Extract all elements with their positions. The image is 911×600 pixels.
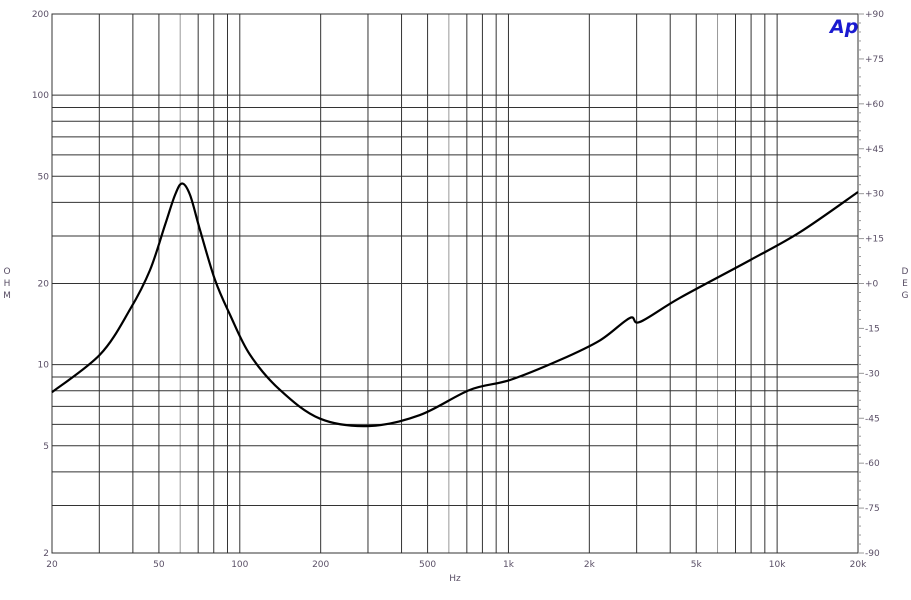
y-tick-label: 100 xyxy=(32,91,49,101)
y2-tick-label: +0 xyxy=(865,280,879,290)
x-tick-label: 1k xyxy=(503,560,515,570)
grid xyxy=(51,13,859,554)
x-tick-label: 20k xyxy=(850,560,867,570)
y-tick-label: 20 xyxy=(38,280,50,290)
y-tick-label: 5 xyxy=(43,442,49,452)
x-tick-label: 20 xyxy=(46,560,58,570)
x-tick-label: 50 xyxy=(153,560,165,570)
y2-tick-label: +45 xyxy=(865,145,884,155)
y2-tick-label: +60 xyxy=(865,100,884,110)
y2-tick-label: +90 xyxy=(865,10,884,20)
y-tick-label: 50 xyxy=(38,172,50,182)
y2-tick-label: -30 xyxy=(865,369,880,379)
y2-tick-label: +30 xyxy=(865,190,884,200)
x-axis-label: Hz xyxy=(449,574,461,584)
x-tick-label: 500 xyxy=(419,560,436,570)
y-tick-label: 2 xyxy=(43,549,49,559)
y-tick-label: 10 xyxy=(38,361,50,371)
y-tick-label: 200 xyxy=(32,10,49,20)
y2-tick-label: -90 xyxy=(865,549,880,559)
impedance-curve xyxy=(51,182,859,428)
x-tick-label: 100 xyxy=(231,560,248,570)
x-tick-label: 10k xyxy=(769,560,786,570)
y2-tick-label: -75 xyxy=(865,504,880,514)
y2-tick-label: -15 xyxy=(865,324,880,334)
tick-labels: 20 50 100 200 500 1k 2k 5k 10k 20k 200 100 50 20 10 5 2 +… xyxy=(32,10,884,570)
y2-axis-label: DEG xyxy=(900,267,910,303)
x-tick-label: 5k xyxy=(691,560,703,570)
x-tick-label: 2k xyxy=(584,560,596,570)
y2-tick-label: +15 xyxy=(865,235,884,245)
x-tick-label: 200 xyxy=(312,560,329,570)
ap-logo: Ap xyxy=(828,16,858,38)
y2-tick-label: -60 xyxy=(865,459,880,469)
y2-tick-label: -45 xyxy=(865,414,880,424)
y-axis-label: OHM xyxy=(2,267,12,303)
y2-tick-label: +75 xyxy=(865,55,884,65)
